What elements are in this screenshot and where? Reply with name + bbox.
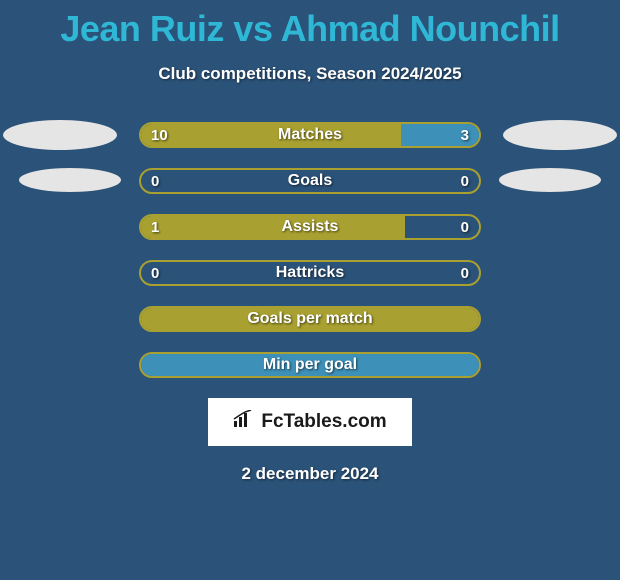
stat-bar: 00Hattricks (139, 260, 481, 286)
chart-icon (233, 410, 255, 434)
stat-label: Goals per match (141, 308, 479, 330)
stat-bar: 103Matches (139, 122, 481, 148)
subtitle: Club competitions, Season 2024/2025 (0, 64, 620, 84)
stat-bar: Goals per match (139, 306, 481, 332)
stat-label: Hattricks (141, 262, 479, 284)
player2-avatar-oval (503, 120, 617, 150)
player2-avatar-oval (499, 168, 601, 192)
stat-label: Goals (141, 170, 479, 192)
stats-rows: 103Matches 00Goals 10Assists 00Hattricks Goa… (0, 122, 620, 378)
stat-row: Min per goal (0, 352, 620, 378)
date-text: 2 december 2024 (0, 464, 620, 484)
player1-avatar-oval (19, 168, 121, 192)
stat-bar: Min per goal (139, 352, 481, 378)
stat-label: Min per goal (141, 354, 479, 376)
stat-row: 103Matches (0, 122, 620, 148)
stat-bar: 10Assists (139, 214, 481, 240)
logo-text: FcTables.com (261, 411, 386, 433)
stat-row: 00Hattricks (0, 260, 620, 286)
comparison-title: Jean Ruiz vs Ahmad Nounchil (0, 0, 620, 50)
stat-bar: 00Goals (139, 168, 481, 194)
vs-text: vs (233, 8, 272, 49)
stat-label: Assists (141, 216, 479, 238)
logo-box[interactable]: FcTables.com (208, 398, 412, 446)
stat-label: Matches (141, 124, 479, 146)
player1-avatar-oval (3, 120, 117, 150)
player1-name: Jean Ruiz (60, 8, 224, 49)
stat-row: 10Assists (0, 214, 620, 240)
player2-name: Ahmad Nounchil (281, 8, 560, 49)
stat-row: 00Goals (0, 168, 620, 194)
stat-row: Goals per match (0, 306, 620, 332)
